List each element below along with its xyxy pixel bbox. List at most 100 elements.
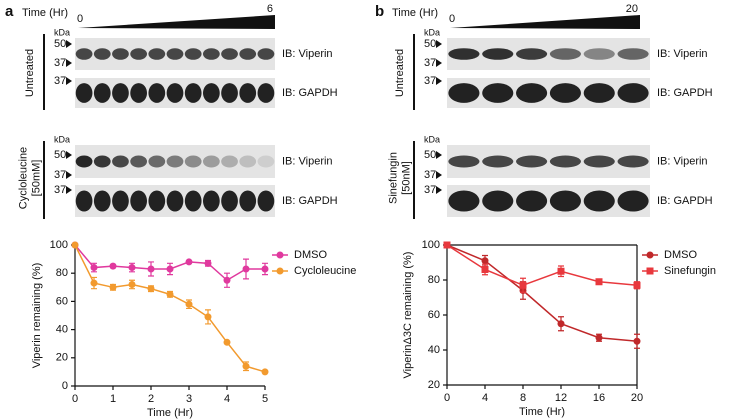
legend-label: Sinefungin: [664, 265, 716, 277]
y-axis-title: ViperinΔ3C remaining (%): [402, 252, 414, 379]
blot-band: [257, 190, 275, 212]
mw-marker: 37: [424, 184, 436, 196]
data-point: [261, 368, 269, 376]
marker-arrow: [66, 151, 72, 159]
mw-marker: 37: [54, 75, 66, 87]
mw-marker: 37: [54, 184, 66, 196]
kda-label: kDa: [424, 27, 440, 37]
x-axis-title: Time (Hr): [519, 406, 565, 418]
blot-band: [93, 155, 111, 168]
y-tick-label: 80: [56, 267, 68, 279]
blot-band: [221, 48, 238, 60]
mw-marker: 50: [54, 38, 66, 50]
marker-arrow: [66, 59, 72, 67]
blot-band: [617, 190, 649, 212]
blot-band: [93, 48, 111, 60]
data-point: [204, 259, 212, 267]
x-axis-title: Time (Hr): [147, 407, 193, 419]
blot-band: [166, 155, 184, 168]
data-point: [223, 338, 231, 346]
blot: [447, 38, 650, 70]
ib-label: IB: GAPDH: [282, 87, 338, 99]
y-axis-title: Viperin remaining (%): [31, 263, 43, 369]
data-point: [481, 266, 489, 273]
blot-band: [221, 190, 238, 212]
panel-label: a: [5, 3, 14, 20]
data-point: [223, 276, 231, 284]
mw-marker: 50: [54, 149, 66, 161]
data-point: [595, 278, 603, 286]
data-point: [481, 257, 489, 265]
blot-band: [239, 190, 257, 212]
blot-band: [112, 83, 129, 103]
time-end: 6: [267, 3, 273, 15]
data-point: [242, 265, 250, 273]
blot-band: [203, 190, 220, 212]
blot-band: [257, 48, 275, 60]
data-point: [633, 337, 641, 345]
time-label: Time (Hr): [392, 7, 438, 19]
y-tick-label: 80: [428, 274, 440, 286]
marker-arrow: [66, 40, 72, 48]
blot-band: [148, 155, 166, 168]
condition-label: [50nM]: [400, 161, 412, 195]
blot-band: [184, 155, 202, 168]
blot-band: [203, 155, 220, 168]
time-label: Time (Hr): [22, 7, 68, 19]
blot-band: [75, 48, 93, 60]
time-start: 0: [449, 13, 455, 25]
legend-label: DMSO: [294, 249, 327, 261]
y-tick-label: 20: [428, 379, 440, 391]
data-point: [185, 300, 193, 308]
blot: [447, 78, 650, 108]
data-point: [443, 241, 451, 249]
data-point: [242, 362, 250, 370]
data-point: [147, 285, 155, 293]
time-start: 0: [77, 13, 83, 25]
data-point: [90, 264, 98, 272]
blot-band: [448, 190, 480, 212]
data-point: [109, 262, 117, 270]
marker-arrow: [436, 151, 442, 159]
mw-marker: 37: [424, 57, 436, 69]
blot-band: [166, 83, 184, 103]
ib-label: IB: GAPDH: [657, 195, 713, 207]
data-point: [71, 241, 79, 249]
y-tick-label: 60: [428, 309, 440, 321]
marker-arrow: [436, 186, 442, 194]
x-tick-label: 4: [482, 392, 488, 404]
time-wedge: [78, 15, 275, 29]
blot-band: [482, 83, 514, 103]
blot-band: [516, 190, 548, 212]
blot-band: [148, 48, 166, 60]
data-point: [185, 258, 193, 266]
blot-band: [75, 83, 93, 103]
ib-label: IB: GAPDH: [657, 87, 713, 99]
y-tick-label: 100: [50, 239, 68, 251]
blot-band: [130, 48, 147, 60]
data-point: [261, 265, 269, 273]
blot-band: [549, 155, 581, 168]
blot-band: [221, 83, 238, 103]
blot-band: [184, 83, 202, 103]
condition-label: Untreated: [24, 49, 36, 97]
blot-band: [583, 48, 615, 60]
data-point: [109, 283, 117, 291]
blot-band: [239, 83, 257, 103]
x-tick-label: 20: [631, 392, 643, 404]
blot-band: [448, 83, 480, 103]
marker-arrow: [436, 40, 442, 48]
blot-band: [583, 83, 615, 103]
mw-marker: 50: [424, 149, 436, 161]
mw-marker: 50: [424, 38, 436, 50]
marker-arrow: [66, 77, 72, 85]
condition-label: Sinefungin: [387, 152, 399, 204]
blot-band: [148, 190, 166, 212]
series-line: [446, 244, 638, 287]
blot-band: [583, 155, 615, 168]
ib-label: IB: Viperin: [282, 48, 333, 60]
data-point: [557, 267, 565, 275]
blot-band: [75, 190, 93, 212]
blot-band: [75, 155, 93, 168]
x-tick-label: 16: [593, 392, 605, 404]
